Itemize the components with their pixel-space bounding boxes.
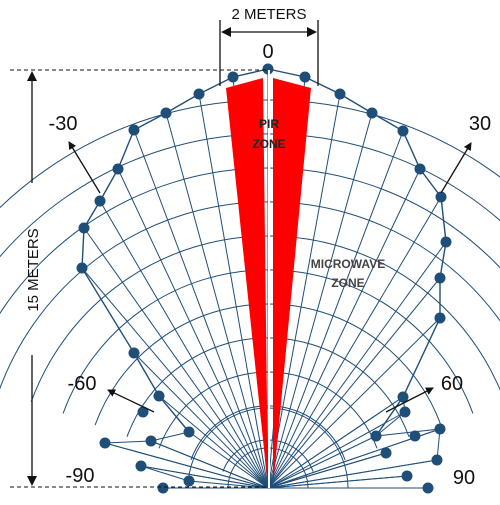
boundary-node bbox=[401, 470, 413, 482]
boundary-node bbox=[112, 163, 124, 175]
boundary-node bbox=[128, 124, 140, 136]
boundary-node bbox=[299, 71, 311, 83]
side-lobe-line bbox=[267, 475, 408, 489]
radial-line bbox=[267, 196, 442, 489]
boundary-node bbox=[422, 482, 434, 494]
microwave-zone-label-line2: ZONE bbox=[331, 276, 364, 290]
boundary-node bbox=[157, 482, 169, 494]
right-lobe-outline bbox=[267, 68, 447, 437]
angle-labels: 0 -30 30 -60 60 -90 90 bbox=[49, 41, 492, 489]
pir-zone-label-line2: ZONE bbox=[252, 137, 285, 151]
arrow-30 bbox=[440, 142, 472, 194]
boundary-node bbox=[434, 272, 446, 284]
boundary-node bbox=[409, 430, 421, 442]
pir-zone-label-line1: PIR bbox=[259, 117, 279, 131]
range-label: 15 METERS bbox=[25, 228, 42, 311]
side-lobe-line bbox=[267, 411, 406, 489]
angle-label-60: 60 bbox=[441, 373, 463, 395]
boundary-node bbox=[434, 312, 446, 324]
boundary-node bbox=[183, 475, 195, 487]
angle-label-30: 30 bbox=[469, 113, 491, 135]
boundary-node bbox=[434, 423, 446, 435]
boundary-node bbox=[135, 460, 147, 472]
side-lobe-line bbox=[140, 465, 269, 489]
boundary-node bbox=[153, 390, 165, 402]
radial-line bbox=[267, 435, 377, 489]
side-lobe-line bbox=[104, 442, 269, 489]
width-dimension: 2 METERS bbox=[219, 6, 319, 86]
boundary-node bbox=[414, 163, 426, 175]
radial-line bbox=[198, 93, 269, 489]
boundary-node bbox=[78, 222, 90, 234]
boundary-node bbox=[431, 454, 443, 466]
radial-line bbox=[83, 227, 269, 489]
boundary-node bbox=[262, 63, 274, 75]
boundary-node bbox=[399, 406, 411, 418]
microwave-zone-label-line1: MICROWAVE bbox=[311, 257, 385, 271]
pir-zone bbox=[226, 70, 311, 488]
radial-line bbox=[165, 112, 269, 489]
range-arrowhead-top bbox=[27, 71, 37, 81]
width-arrowhead-left bbox=[221, 27, 231, 37]
radial-line bbox=[99, 200, 269, 489]
side-lobe-line bbox=[267, 452, 387, 489]
boundary-node bbox=[76, 262, 88, 274]
zone-labels: PIR ZONE MICROWAVE ZONE bbox=[252, 117, 385, 290]
pir-wedge-left bbox=[226, 78, 268, 487]
side-lobe-line bbox=[267, 459, 438, 489]
boundary-node bbox=[334, 88, 346, 100]
radial-line bbox=[133, 129, 269, 489]
boundary-node bbox=[193, 88, 205, 100]
boundary-node bbox=[397, 125, 409, 137]
boundary-node bbox=[370, 430, 382, 442]
angle-label-neg90: -90 bbox=[66, 465, 95, 487]
side-lobe-outline bbox=[140, 465, 190, 482]
arrow-neg30 bbox=[68, 141, 101, 194]
angle-label-neg60: -60 bbox=[68, 373, 97, 395]
width-label: 2 METERS bbox=[231, 6, 306, 23]
boundary-node bbox=[160, 107, 172, 119]
width-arrowhead-right bbox=[307, 27, 317, 37]
boundary-node bbox=[137, 406, 149, 418]
boundary-node bbox=[227, 71, 239, 83]
boundary-node bbox=[183, 426, 195, 438]
range-arrowhead-bottom bbox=[27, 476, 37, 486]
radial-line bbox=[117, 168, 269, 489]
radial-line bbox=[267, 277, 441, 489]
boundary-node bbox=[99, 437, 111, 449]
radial-line bbox=[267, 112, 373, 489]
boundary-node bbox=[94, 195, 106, 207]
radial-line bbox=[267, 241, 447, 489]
arrow-neg60 bbox=[107, 389, 155, 413]
boundary-node bbox=[440, 236, 452, 248]
side-lobe-line bbox=[150, 440, 269, 489]
side-lobe-line bbox=[188, 480, 269, 489]
boundary-node bbox=[128, 347, 140, 359]
angle-label-neg30: -30 bbox=[49, 113, 78, 135]
boundary-node bbox=[380, 447, 392, 459]
radial-line bbox=[133, 352, 269, 489]
boundary-node bbox=[435, 191, 447, 203]
radial-line bbox=[267, 93, 341, 489]
radial-line bbox=[267, 168, 421, 489]
radial-line bbox=[267, 130, 404, 489]
angle-label-0: 0 bbox=[262, 41, 273, 63]
arrow-60 bbox=[385, 387, 434, 413]
radial-line bbox=[81, 267, 269, 489]
boundary-node bbox=[366, 107, 378, 119]
angle-arrows bbox=[68, 141, 472, 413]
side-lobe-line bbox=[267, 396, 404, 489]
angle-label-90: 90 bbox=[453, 467, 475, 489]
left-lobe-outline bbox=[81, 68, 269, 433]
range-dimension: 15 METERS bbox=[10, 69, 268, 488]
radial-line bbox=[158, 395, 269, 489]
boundary-node bbox=[145, 435, 157, 447]
boundary-node bbox=[397, 391, 409, 403]
pir-wedge-right bbox=[273, 78, 311, 487]
